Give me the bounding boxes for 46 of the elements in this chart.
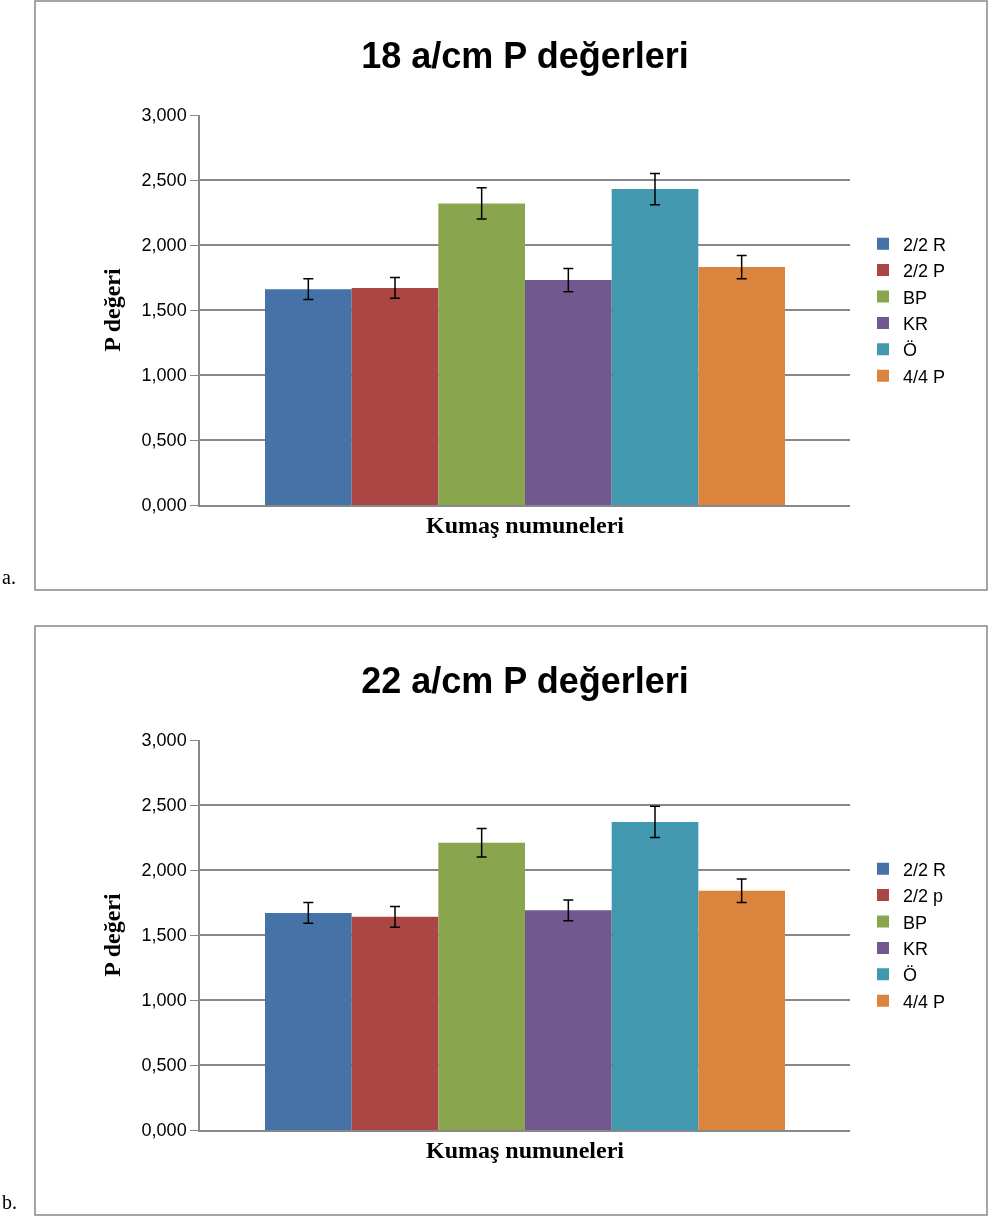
- x-axis-title: Kumaş numuneleri: [425, 511, 625, 538]
- y-tick-label: 1,500: [141, 925, 187, 946]
- legend-label: BP: [903, 287, 928, 308]
- y-tick-label: 1,000: [141, 365, 187, 386]
- bar: [438, 203, 525, 505]
- y-tick-label: 3,000: [141, 105, 187, 126]
- bar: [698, 890, 785, 1130]
- y-tick-label: 2,000: [141, 860, 187, 881]
- legend-label: 2/2 R: [903, 234, 947, 255]
- x-axis-title: Kumaş numuneleri: [425, 1136, 625, 1163]
- y-axis-title: P değeri: [99, 268, 126, 352]
- bar: [525, 910, 612, 1130]
- legend-label: 2/2 p: [903, 886, 944, 907]
- y-tick-label: 0,500: [141, 1055, 187, 1076]
- y-tick-label: 2,000: [141, 235, 187, 256]
- y-tick-label: 2,500: [141, 795, 187, 816]
- bar: [265, 912, 352, 1130]
- legend-label: 4/4 P: [903, 991, 946, 1012]
- bar: [265, 289, 352, 505]
- y-tick-label: 0,000: [141, 495, 187, 516]
- text: a.: [2, 566, 16, 588]
- legend-label: BP: [903, 912, 928, 933]
- y-axis-title: P değeri: [99, 893, 126, 977]
- legend-label: KR: [903, 313, 929, 334]
- bar: [351, 916, 439, 1130]
- y-tick-label: 1,500: [141, 300, 187, 321]
- bar: [611, 189, 699, 505]
- legend-label: Ö: [903, 965, 918, 986]
- chart-title: 18 a/cm P değerleri: [361, 34, 689, 76]
- bar: [525, 280, 612, 505]
- legend-label: 4/4 P: [903, 366, 946, 387]
- y-tick-label: 2,500: [141, 170, 187, 191]
- bar: [611, 821, 699, 1130]
- y-tick-label: 1,000: [141, 990, 187, 1011]
- bar: [438, 842, 525, 1130]
- bar: [351, 287, 439, 505]
- legend-label: Ö: [903, 340, 918, 361]
- legend-label: 2/2 P: [903, 261, 946, 282]
- y-tick-label: 0,000: [141, 1120, 187, 1141]
- legend-label: KR: [903, 938, 929, 959]
- y-tick-label: 0,500: [141, 430, 187, 451]
- legend-label: 2/2 R: [903, 859, 947, 880]
- bar: [698, 267, 785, 505]
- y-tick-label: 3,000: [141, 730, 187, 751]
- text: b.: [2, 1191, 17, 1213]
- chart-title: 22 a/cm P değerleri: [361, 659, 689, 701]
